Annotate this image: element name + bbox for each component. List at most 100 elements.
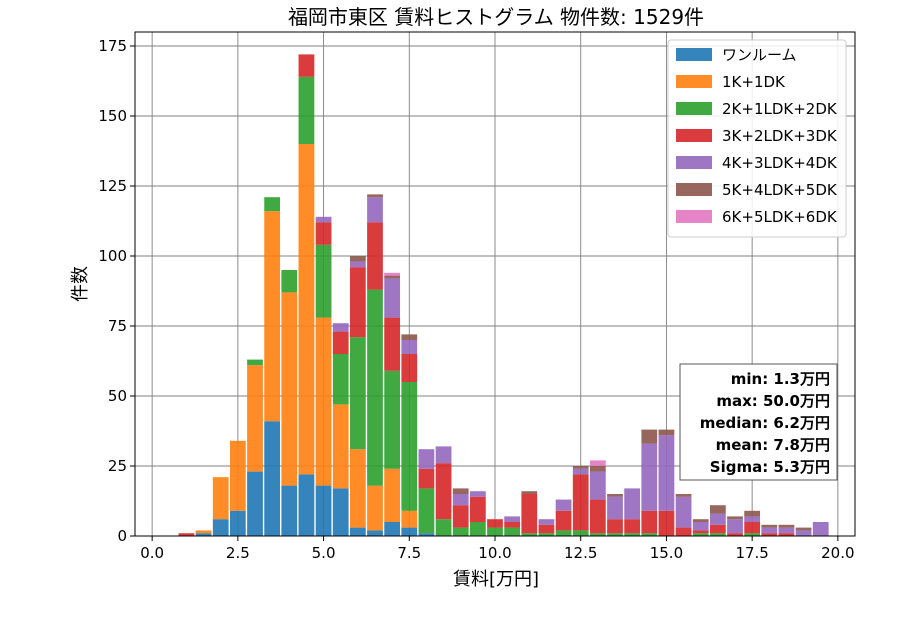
bar-segment: [229, 510, 246, 536]
x-tick-label: 7.5: [397, 544, 421, 562]
bar-segment: [572, 466, 589, 469]
axes: 0.0 2.5 5.0 7.5 10.0 12.5 15.0 17.5 20.0 0 25 50 75 1…: [98, 31, 856, 562]
bar-segment: [195, 530, 212, 534]
bar-segment: [624, 519, 641, 534]
bar-segment: [812, 522, 829, 536]
bar-segment: [504, 516, 521, 522]
y-tick-label: 150: [98, 107, 127, 125]
bar-segment: [418, 449, 435, 469]
bar-segment: [349, 337, 366, 450]
bar-segment: [504, 522, 521, 528]
bar-segment: [589, 466, 606, 472]
bar-segment: [384, 317, 401, 371]
bar-segment: [384, 522, 401, 536]
bar-segment: [349, 256, 366, 262]
bar-segment: [298, 144, 315, 475]
bar-segment: [727, 516, 743, 520]
bar-segment: [589, 471, 606, 500]
bar-segment: [367, 530, 383, 536]
bar-segment: [744, 510, 761, 517]
legend-swatch: [676, 156, 712, 169]
x-axis-label: 賃料[万円]: [453, 569, 539, 590]
bar-segment: [401, 340, 418, 354]
legend-label: ワンルーム: [722, 46, 797, 64]
bar-segment: [452, 527, 469, 536]
bar-segment: [692, 522, 709, 531]
bar-segment: [607, 533, 623, 536]
bar-segment: [795, 527, 812, 531]
y-tick-label: 25: [108, 457, 127, 475]
bar-segment: [504, 527, 521, 536]
bar-segment: [418, 533, 435, 536]
bar-segment: [641, 510, 658, 534]
legend-label: 4K+3LDK+4DK: [722, 154, 838, 172]
bar-segment: [521, 533, 538, 536]
bar-segment: [367, 194, 383, 198]
y-axis-label: 件数: [70, 266, 91, 302]
bar-segment: [555, 499, 572, 511]
bar-segment: [264, 197, 281, 212]
bar-segment: [332, 404, 349, 489]
bar-segment: [744, 516, 761, 522]
x-tick-label: 20.0: [821, 544, 854, 562]
bar-segment: [589, 460, 606, 466]
bar-segment: [469, 496, 486, 522]
legend-label: 2K+1LDK+2DK: [722, 100, 838, 118]
bar-segment: [538, 533, 555, 536]
stats-line: median: 6.2万円: [700, 414, 830, 432]
bar-segment: [744, 533, 761, 536]
legend-label: 3K+2LDK+3DK: [722, 127, 838, 145]
x-tick-label: 12.5: [564, 544, 597, 562]
chart-title: 福岡市東区 賃料ヒストグラム 物件数: 1529件: [288, 5, 704, 29]
bar-segment: [401, 334, 418, 340]
bar-segment: [692, 533, 709, 536]
bar-segment: [624, 488, 641, 520]
x-tick-label: 15.0: [650, 544, 683, 562]
stats-frame: [679, 363, 838, 481]
legend-swatch: [676, 102, 712, 115]
legend-label: 1K+1DK: [722, 73, 786, 91]
bar-segment: [521, 494, 538, 534]
stats-line: min: 1.3万円: [731, 370, 830, 388]
bar-segment: [641, 533, 658, 536]
bar-segment: [675, 496, 692, 528]
legend-swatch: [676, 183, 712, 196]
bar-segment: [195, 533, 212, 536]
bar-segment: [435, 463, 452, 520]
bar-segment: [367, 222, 383, 290]
bar-segment: [572, 474, 589, 531]
y-tick-label: 75: [108, 317, 127, 335]
bar-segment: [247, 471, 263, 536]
bar-segment: [281, 485, 298, 536]
bar-segment: [401, 510, 418, 528]
bar-segment: [264, 211, 281, 422]
bar-segment: [247, 359, 263, 366]
bar-segment: [761, 524, 778, 528]
bar-segment: [607, 494, 623, 497]
bar-segment: [744, 522, 761, 534]
bar-segment: [469, 522, 486, 536]
stats-line: max: 50.0万円: [716, 392, 830, 410]
bar-segment: [367, 197, 383, 223]
y-tick-label: 0: [117, 527, 127, 545]
x-tick-label: 17.5: [735, 544, 768, 562]
bar-segment: [281, 292, 298, 486]
bar-segment: [727, 519, 743, 534]
bar-segment: [367, 289, 383, 486]
bar-segment: [709, 505, 726, 514]
bar-segment: [332, 354, 349, 405]
bar-segment: [469, 491, 486, 497]
bar-segment: [178, 533, 195, 536]
x-tick-label: 2.5: [226, 544, 250, 562]
bar-segment: [349, 449, 366, 528]
bar-segment: [572, 530, 589, 536]
y-tick-label: 125: [98, 177, 127, 195]
bar-segment: [264, 421, 281, 536]
bar-segment: [315, 222, 332, 245]
legend-swatch: [676, 210, 712, 223]
bar-segment: [401, 354, 418, 382]
bar-segment: [349, 527, 366, 536]
bar-segment: [487, 519, 503, 528]
bar-segment: [761, 527, 778, 534]
bar-segment: [555, 530, 572, 536]
